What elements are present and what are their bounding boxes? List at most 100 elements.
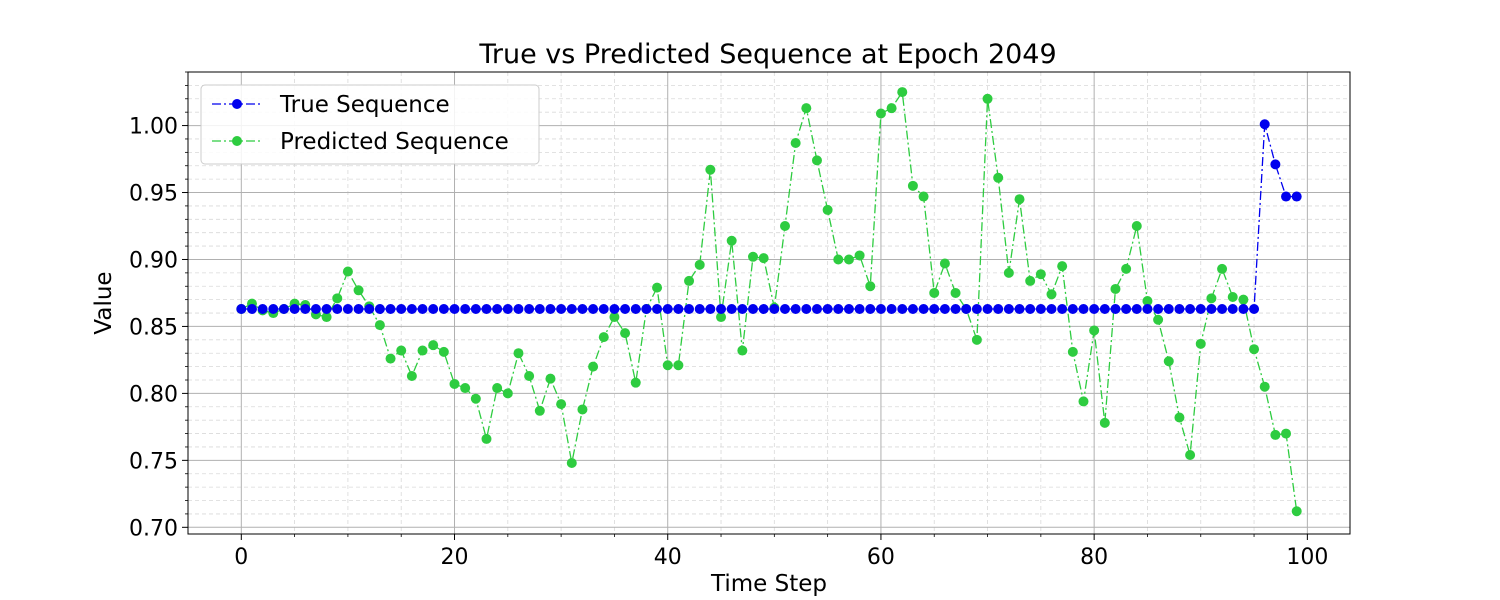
x-tick-label: 20 (441, 545, 469, 570)
predicted-sequence-point (705, 164, 716, 175)
true-sequence-point (257, 304, 268, 315)
predicted-sequence-point (1089, 325, 1100, 336)
legend-true-marker (232, 99, 242, 109)
x-tick-label: 40 (654, 545, 682, 570)
predicted-sequence-point (481, 433, 492, 444)
true-sequence-point (705, 304, 716, 315)
predicted-sequence-point (886, 103, 897, 114)
y-tick-label: 0.80 (129, 382, 178, 407)
true-sequence-point (545, 304, 556, 315)
predicted-sequence-point (396, 345, 407, 356)
predicted-sequence-point (598, 332, 609, 343)
true-sequence-point (534, 304, 545, 315)
true-sequence-point (268, 304, 279, 315)
predicted-sequence-point (1174, 412, 1185, 423)
true-sequence-point (790, 304, 801, 315)
predicted-sequence-point (449, 379, 460, 390)
true-sequence-point (875, 304, 886, 315)
true-sequence-point (513, 304, 524, 315)
true-sequence-point (566, 304, 577, 315)
predicted-sequence-point (1238, 294, 1249, 305)
true-sequence-point (748, 304, 759, 315)
true-sequence-point (1217, 304, 1228, 315)
true-sequence-point (620, 304, 631, 315)
predicted-sequence-line (241, 90, 1298, 512)
true-sequence-point (1185, 304, 1196, 315)
predicted-sequence-point (438, 346, 449, 357)
predicted-sequence-point (822, 204, 833, 215)
true-sequence-point (598, 304, 609, 315)
true-sequence-point (1089, 304, 1100, 315)
true-sequence-point (396, 304, 407, 315)
predicted-sequence-point (1206, 293, 1217, 304)
true-sequence-point (769, 304, 780, 315)
true-sequence-point (1078, 304, 1089, 315)
true-sequence-point (1014, 304, 1025, 315)
true-sequence-point (1046, 304, 1057, 315)
true-sequence-point (662, 304, 673, 315)
predicted-sequence-point (779, 221, 790, 231)
predicted-sequence-point (950, 287, 961, 298)
true-sequence-point (1249, 304, 1260, 315)
predicted-sequence-point (577, 404, 588, 415)
true-sequence-point (811, 304, 822, 315)
true-sequence-point (1142, 304, 1153, 315)
predicted-sequence-point (694, 259, 705, 270)
true-sequence-point (907, 304, 918, 315)
true-sequence-point (652, 304, 663, 315)
predicted-sequence-point (1025, 275, 1036, 286)
true-sequence-point (801, 304, 812, 315)
true-sequence-point (609, 304, 620, 315)
predicted-sequence-point (1046, 289, 1057, 300)
true-sequence-point (1174, 304, 1185, 315)
true-sequence-point (1291, 191, 1302, 202)
predicted-sequence-point (737, 345, 748, 356)
true-sequence-point (310, 304, 321, 315)
true-sequence-point (1035, 304, 1046, 315)
x-tick-label: 0 (234, 545, 248, 570)
predicted-sequence-point (854, 250, 865, 261)
true-sequence-point (332, 304, 343, 315)
true-sequence-point (897, 304, 908, 315)
predicted-sequence-point (1270, 429, 1281, 440)
y-tick-label: 0.90 (129, 248, 178, 273)
predicted-sequence-point (1291, 506, 1302, 517)
true-sequence-point (470, 304, 481, 315)
predicted-sequence-point (971, 334, 982, 345)
predicted-sequence-point (982, 93, 993, 104)
predicted-sequence-point (673, 360, 684, 371)
predicted-sequence-point (1153, 314, 1164, 325)
tick-labels: 0 20 40 60 80 100 0.70 0.75 0.80 0.85 0.90 0.95 1.00 (129, 115, 1328, 570)
predicted-sequence-point (897, 87, 908, 98)
y-tick-label: 1.00 (129, 115, 178, 140)
true-sequence-point (460, 304, 471, 315)
predicted-sequence-point (588, 361, 599, 372)
true-sequence-point (737, 304, 748, 315)
true-sequence-point (1227, 304, 1238, 315)
legend-true-label: True Sequence (279, 92, 450, 118)
predicted-sequence-point (566, 458, 577, 469)
true-sequence-point (321, 304, 332, 315)
predicted-sequence-point (406, 370, 417, 381)
predicted-sequence-point (321, 312, 332, 323)
true-sequence-point (406, 304, 417, 315)
predicted-sequence-point (492, 383, 503, 394)
predicted-sequence-point (545, 373, 556, 384)
predicted-sequence-point (1259, 381, 1270, 392)
predicted-sequence-point (1142, 295, 1153, 306)
true-sequence-point (1238, 304, 1249, 315)
predicted-sequence-point (630, 377, 641, 388)
predicted-sequence-point (662, 360, 673, 371)
true-sequence-point (577, 304, 588, 315)
predicted-sequence-point (993, 172, 1004, 183)
predicted-sequence-point (428, 340, 439, 351)
true-sequence-point (278, 304, 289, 315)
true-sequence-point (1259, 119, 1270, 130)
predicted-sequence-point (1078, 396, 1089, 407)
true-sequence-point (1121, 304, 1132, 315)
true-sequence-point (843, 304, 854, 315)
predicted-sequence-point (1131, 221, 1142, 231)
y-tick-label: 0.85 (129, 315, 178, 340)
true-sequence-point (726, 304, 737, 315)
predicted-sequence-point (790, 137, 801, 148)
